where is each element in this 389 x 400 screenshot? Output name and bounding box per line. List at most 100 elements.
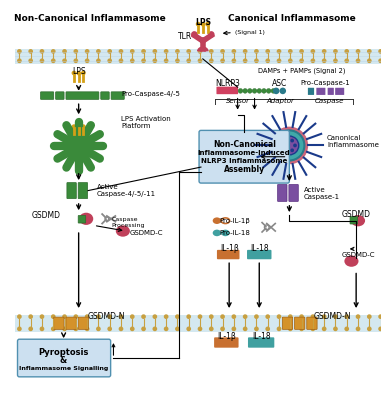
Circle shape [51,326,56,331]
Circle shape [40,58,44,63]
Circle shape [274,130,305,160]
Circle shape [107,49,112,54]
Text: NLRP3 Inflammasome: NLRP3 Inflammasome [201,158,287,164]
Circle shape [299,314,304,319]
FancyBboxPatch shape [216,87,238,94]
Circle shape [277,314,281,319]
Circle shape [322,49,326,54]
Circle shape [277,49,281,54]
Text: Active
Caspase-1: Active Caspase-1 [303,187,340,200]
Circle shape [243,326,247,331]
Circle shape [164,314,168,319]
Circle shape [74,326,78,331]
Circle shape [186,49,191,54]
Circle shape [40,49,44,54]
FancyBboxPatch shape [78,317,89,329]
Text: Adaptor: Adaptor [266,98,294,104]
Circle shape [130,58,135,63]
Ellipse shape [273,88,279,94]
Circle shape [254,49,259,54]
Circle shape [81,124,86,129]
FancyBboxPatch shape [78,182,88,198]
Circle shape [17,326,22,331]
Text: Pyroptosis: Pyroptosis [39,348,89,357]
Text: GSDMD-C: GSDMD-C [342,252,375,258]
Circle shape [85,326,89,331]
Circle shape [333,326,338,331]
FancyBboxPatch shape [214,337,238,348]
Circle shape [74,49,78,54]
Circle shape [208,31,215,38]
Circle shape [74,58,78,63]
FancyBboxPatch shape [307,317,317,329]
Circle shape [254,58,259,63]
Circle shape [51,58,56,63]
Text: (Signal 1): (Signal 1) [235,30,265,35]
Circle shape [40,326,44,331]
Circle shape [288,314,293,319]
Circle shape [257,88,262,93]
Text: GSDMD-N: GSDMD-N [314,312,351,321]
FancyBboxPatch shape [247,250,272,259]
Circle shape [310,314,315,319]
Circle shape [198,58,202,63]
Circle shape [141,326,146,331]
Circle shape [270,127,308,164]
Text: Assembly: Assembly [224,165,265,174]
Text: &: & [60,356,67,365]
Circle shape [356,326,360,331]
Text: Sensor: Sensor [226,98,250,104]
Circle shape [288,58,293,63]
Circle shape [209,58,214,63]
FancyBboxPatch shape [278,184,287,202]
FancyBboxPatch shape [289,184,298,202]
Circle shape [299,326,304,331]
Ellipse shape [344,256,359,267]
Ellipse shape [116,225,130,237]
Circle shape [186,314,191,319]
Circle shape [367,314,371,319]
Circle shape [231,314,236,319]
Text: Canonical
Inflammasome: Canonical Inflammasome [327,135,379,148]
Circle shape [367,58,371,63]
Circle shape [243,314,247,319]
Circle shape [175,58,180,63]
Text: IL-1β: IL-1β [220,244,238,254]
Ellipse shape [213,218,221,224]
FancyBboxPatch shape [316,88,325,95]
Circle shape [17,49,22,54]
Circle shape [175,314,180,319]
Circle shape [72,71,76,75]
Circle shape [378,326,383,331]
Text: TLR: TLR [178,32,192,41]
Ellipse shape [221,230,230,236]
Ellipse shape [279,88,286,94]
Text: DAMPs + PAMPs (Signal 2): DAMPs + PAMPs (Signal 2) [258,67,345,74]
Text: IL-18: IL-18 [252,332,270,341]
Circle shape [378,314,383,319]
FancyBboxPatch shape [294,317,305,329]
FancyBboxPatch shape [350,216,357,224]
Circle shape [252,88,257,93]
Text: GSDMD: GSDMD [342,210,371,219]
Text: Caspase: Caspase [315,98,345,104]
FancyBboxPatch shape [111,92,124,99]
Circle shape [152,49,157,54]
Circle shape [130,326,135,331]
FancyBboxPatch shape [18,339,110,377]
Circle shape [344,326,349,331]
Circle shape [152,58,157,63]
Circle shape [175,49,180,54]
Circle shape [141,58,146,63]
Circle shape [107,58,112,63]
Circle shape [254,326,259,331]
Circle shape [231,58,236,63]
Circle shape [367,49,371,54]
FancyBboxPatch shape [78,216,86,223]
Circle shape [96,58,101,63]
Text: Active
Caspase-4/-5/-11: Active Caspase-4/-5/-11 [96,184,156,197]
Circle shape [310,58,315,63]
Circle shape [265,49,270,54]
Circle shape [28,58,33,63]
Circle shape [265,58,270,63]
